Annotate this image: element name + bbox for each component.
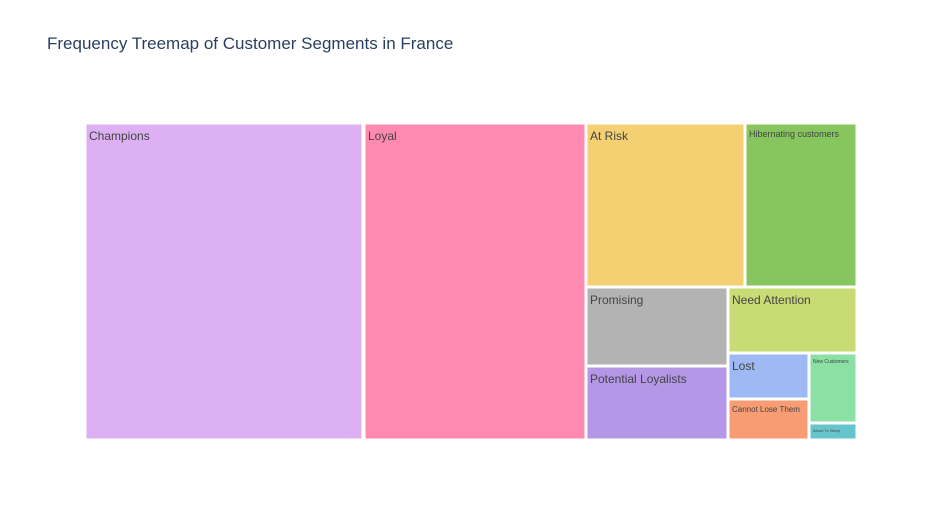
tile-label-potential-loyalists: Potential Loyalists xyxy=(590,372,687,386)
treemap-tiles: Champions Loyal At Risk Hibernating custome… xyxy=(85,123,857,440)
tile-hibernating-customers[interactable] xyxy=(745,123,857,287)
tile-label-about-to-sleep: About To Sleep xyxy=(813,428,841,433)
tile-label-lost: Lost xyxy=(732,359,755,373)
tile-potential-loyalists[interactable] xyxy=(586,366,728,440)
chart-title: Frequency Treemap of Customer Segments i… xyxy=(47,34,454,53)
tile-label-at-risk: At Risk xyxy=(590,129,629,143)
tile-label-cannot-lose-them: Cannot Lose Them xyxy=(732,405,800,414)
tile-label-hibernating-customers: Hibernating customers xyxy=(749,129,840,139)
tile-need-attention[interactable] xyxy=(728,287,857,353)
tile-label-promising: Promising xyxy=(590,293,643,307)
tile-label-need-attention: Need Attention xyxy=(732,293,811,307)
tile-at-risk[interactable] xyxy=(586,123,745,287)
tile-champions[interactable] xyxy=(85,123,363,440)
tile-new-customers[interactable] xyxy=(809,353,857,423)
tile-promising[interactable] xyxy=(586,287,728,366)
tile-lost[interactable] xyxy=(728,353,809,399)
tile-about-to-sleep[interactable] xyxy=(809,423,857,440)
tile-label-new-customers: New Customers xyxy=(813,359,849,365)
tile-label-champions: Champions xyxy=(89,129,150,143)
tile-cannot-lose-them[interactable] xyxy=(728,399,809,440)
tile-label-loyal: Loyal xyxy=(368,129,397,143)
tile-loyal[interactable] xyxy=(364,123,586,440)
